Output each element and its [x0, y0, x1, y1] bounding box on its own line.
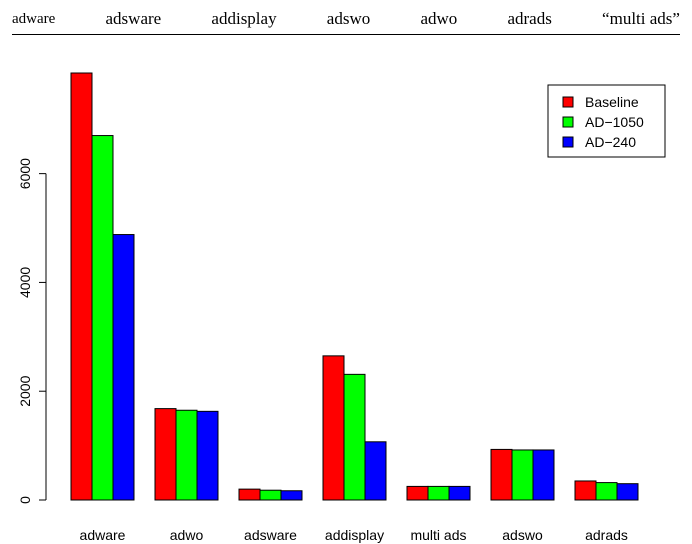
bar [196, 410, 219, 501]
legend-swatch [562, 136, 574, 148]
x-tick-label: adwo [170, 527, 204, 543]
bar [238, 488, 261, 501]
bar [343, 373, 366, 501]
header-cell: adswo [326, 9, 371, 28]
x-tick-label: addisplay [325, 527, 384, 543]
bar [175, 409, 198, 501]
x-tick-label: adsware [244, 527, 297, 543]
bar [322, 355, 345, 501]
bar [427, 485, 450, 501]
legend-label: AD−240 [585, 134, 636, 150]
bar [595, 482, 618, 501]
x-tick-label: adswo [502, 527, 543, 543]
y-tick-label: 2000 [17, 375, 33, 406]
bar [511, 449, 534, 501]
x-tick-label: multi ads [410, 527, 466, 543]
x-tick-label: adware [80, 527, 126, 543]
header-cell: adrads [507, 9, 552, 28]
x-axis-labels: adware adwo adsware addisplay multi ads adswo… [80, 527, 628, 543]
bars [70, 72, 639, 501]
bar [112, 234, 135, 501]
bar [406, 485, 429, 501]
header-cell: “multi ads” [602, 9, 680, 28]
y-tick-label: 0 [17, 496, 33, 504]
header-cell: addisplay [211, 9, 277, 28]
bar [532, 449, 555, 501]
bar [574, 480, 597, 501]
header-table: adware adsware addisplay adswo adwo adra… [0, 0, 692, 44]
bar [448, 485, 471, 501]
header-cell: adsware [105, 9, 162, 28]
legend-label: Baseline [585, 94, 639, 110]
bar [91, 135, 114, 501]
bar [364, 441, 387, 501]
bar [280, 490, 303, 501]
y-tick-label: 4000 [17, 267, 33, 298]
y-axis: 0 2000 4000 6000 [17, 158, 47, 504]
header-row: adware adsware addisplay adswo adwo adra… [12, 4, 680, 35]
bar [616, 483, 639, 501]
y-tick-label: 6000 [17, 158, 33, 189]
header-cell: adwo [420, 9, 458, 28]
bar [154, 408, 177, 501]
header-cell: adware [12, 10, 56, 27]
x-tick-label: adrads [585, 527, 628, 543]
legend: Baseline AD−1050 AD−240 [547, 84, 666, 158]
bar [70, 72, 93, 501]
legend-swatch [562, 96, 574, 108]
bar [259, 489, 282, 501]
legend-swatch [562, 116, 574, 128]
bar [490, 448, 513, 501]
legend-label: AD−1050 [585, 114, 644, 130]
